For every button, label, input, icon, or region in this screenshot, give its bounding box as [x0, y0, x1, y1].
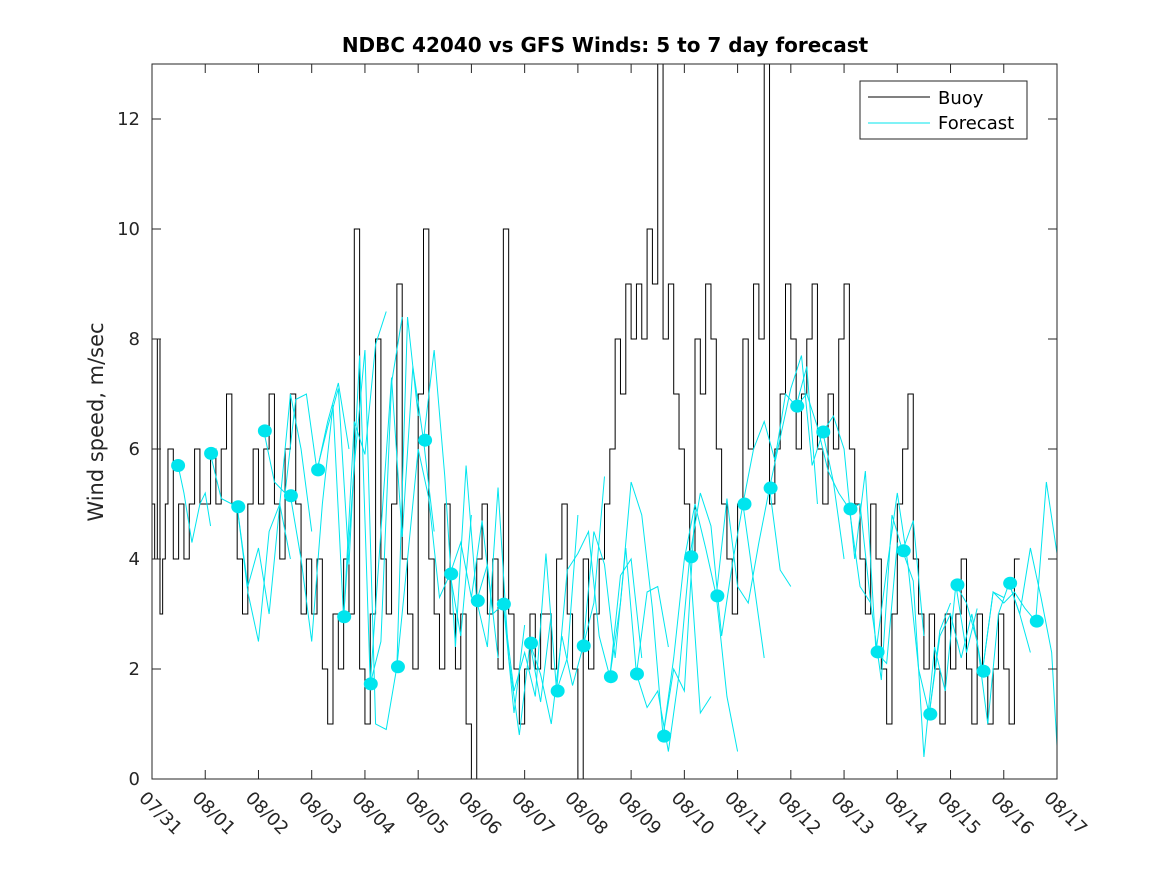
forecast-marker [231, 500, 246, 514]
forecast-marker [204, 446, 219, 460]
forecast-line [476, 487, 552, 736]
legend-box [859, 80, 1028, 140]
forecast-marker [337, 610, 352, 624]
forecast-line [263, 382, 350, 495]
forecast-line [769, 355, 845, 560]
forecast-line [795, 393, 872, 604]
buoy-series [152, 64, 1020, 779]
forecast-series [177, 311, 1057, 758]
forecast-line [529, 476, 605, 725]
y-tick-label: 4 [129, 549, 140, 570]
forecast-line [875, 492, 951, 715]
forecast-line [715, 487, 792, 605]
forecast-marker [496, 597, 511, 611]
forecast-line [177, 465, 212, 543]
forecast-line [449, 520, 526, 714]
forecast-marker [283, 489, 298, 503]
y-axis-label: Wind speed, m/sec [84, 322, 108, 521]
forecast-marker [950, 578, 965, 592]
forecast-marker [390, 660, 405, 674]
forecast-marker [976, 664, 991, 678]
forecast-line [236, 393, 313, 615]
forecast-marker [870, 645, 885, 659]
forecast-marker [684, 550, 699, 564]
forecast-markers [171, 399, 1044, 743]
forecast-marker [896, 544, 911, 558]
forecast-marker [444, 567, 459, 581]
forecast-line [502, 514, 579, 697]
forecast-marker [524, 636, 539, 650]
forecast-line [742, 366, 818, 505]
forecast-marker [1029, 614, 1044, 628]
legend-label-forecast: Forecast [938, 113, 1014, 134]
forecast-line [210, 454, 291, 642]
forecast-line [981, 481, 1057, 672]
forecast-line [1008, 547, 1057, 747]
forecast-marker [550, 684, 565, 698]
forecast-marker [363, 677, 378, 691]
y-tick-label: 8 [129, 329, 140, 350]
forecast-line [849, 503, 925, 681]
legend: Buoy Forecast [859, 80, 1028, 140]
forecast-line [689, 492, 765, 659]
forecast-marker [470, 594, 485, 608]
axes-frame [151, 63, 1058, 780]
forecast-line [423, 349, 499, 659]
forecast-marker [1003, 576, 1018, 590]
y-tick-label: 0 [129, 769, 140, 790]
forecast-line [662, 503, 739, 752]
forecast-line [822, 414, 898, 665]
forecast-marker [923, 707, 938, 721]
forecast-line [609, 481, 696, 737]
forecast-marker [171, 459, 186, 472]
forecast-marker [576, 639, 591, 653]
forecast-marker [629, 667, 644, 681]
buoy-line [152, 64, 1020, 779]
forecast-marker [737, 497, 752, 511]
forecast-line [289, 311, 387, 642]
y-tick-label: 6 [129, 439, 140, 460]
forecast-marker [257, 424, 272, 438]
chart-title: NDBC 42040 vs GFS Winds: 5 to 7 day fore… [342, 33, 869, 57]
y-tick-label: 12 [117, 109, 140, 130]
forecast-marker [418, 433, 433, 447]
legend-label-buoy: Buoy [938, 88, 984, 109]
forecast-marker [816, 425, 831, 439]
forecast-marker [790, 399, 805, 413]
forecast-marker [657, 729, 672, 743]
forecast-line [343, 316, 419, 731]
y-axis: 0 2 4 6 8 10 12 [117, 109, 1057, 790]
y-tick-label: 2 [129, 659, 140, 680]
forecast-marker [603, 670, 618, 684]
forecast-marker [843, 502, 858, 516]
forecast-line [396, 448, 472, 667]
forecast-marker [710, 589, 725, 603]
forecast-line [635, 556, 712, 752]
y-tick-label: 10 [117, 219, 140, 240]
forecast-marker [763, 481, 778, 495]
forecast-line [316, 316, 403, 684]
forecast-marker [311, 463, 326, 477]
